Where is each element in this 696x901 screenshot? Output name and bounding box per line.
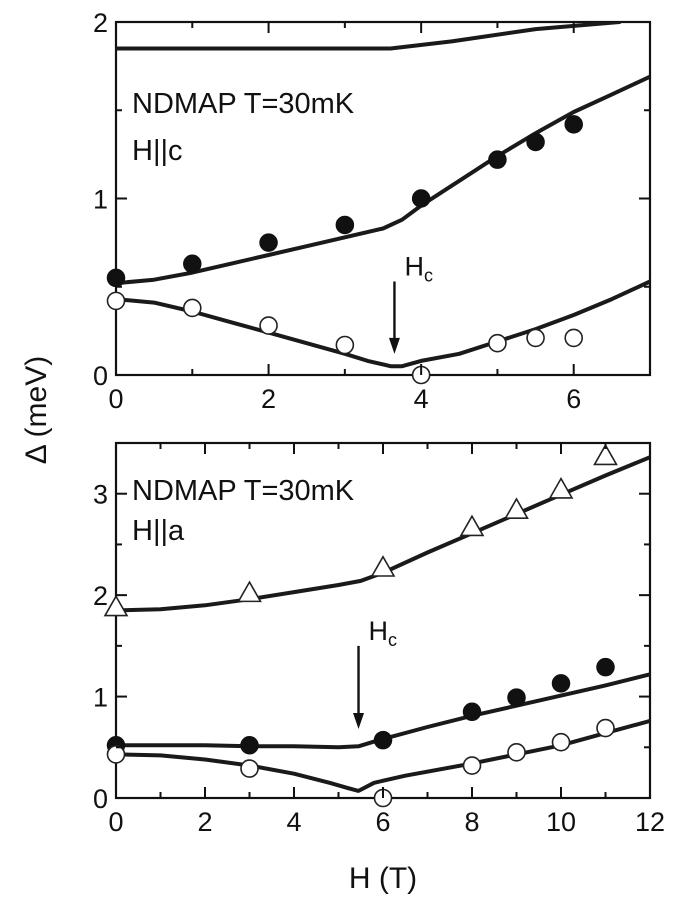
ticks-bottom: [115, 443, 651, 799]
hc-label-sub-top: c: [424, 265, 433, 285]
open-circle-point: [507, 743, 526, 762]
open-circle-point: [335, 335, 355, 355]
x-tick-label: 0: [108, 807, 123, 837]
filled-circle-point: [488, 150, 507, 169]
filled-circle-point: [183, 254, 202, 274]
filled-circle-point: [596, 657, 615, 677]
fit-curve-3: [116, 279, 650, 369]
open-circle-point: [551, 732, 571, 752]
hc-arrow-head-bottom: [353, 713, 365, 730]
fit-curves-top: [116, 22, 650, 369]
open-circle-point: [182, 298, 202, 318]
y-tick-label: 0: [93, 361, 108, 391]
open-circle-point: [106, 745, 126, 764]
x-tick-label: 12: [635, 807, 665, 837]
y-tick-labels-bottom: 0 1 2 3: [93, 480, 108, 814]
annotation-line2-bottom: H||a: [132, 515, 185, 547]
hc-label-sub-bottom: c: [388, 630, 397, 650]
y-axis-label: Δ (meV): [20, 356, 53, 464]
x-tick-label: 6: [375, 807, 390, 837]
filled-circle-point: [106, 268, 126, 288]
x-tick-label: 6: [566, 384, 581, 414]
hc-arrow-head-top: [388, 337, 400, 354]
x-tick-label: 8: [464, 807, 479, 837]
annotation-line2-top: H||c: [132, 135, 183, 167]
x-tick-label: 2: [197, 807, 212, 837]
fit-curve-2: [116, 74, 650, 286]
fit-curve-3: [116, 718, 650, 793]
filled-circle-point: [507, 688, 526, 707]
filled-circle-point: [564, 115, 583, 134]
filled-circle-point: [335, 215, 355, 235]
fit-curve-1: [116, 22, 622, 51]
x-tick-label: 4: [286, 807, 301, 837]
open-circle-point: [526, 328, 545, 348]
filled-circle-point: [526, 132, 545, 152]
hc-label-main-bottom: H: [369, 616, 389, 646]
open-triangle-point: [459, 514, 485, 537]
open-triangle-point: [237, 580, 262, 603]
open-triangle-point: [504, 497, 529, 519]
x-tick-label: 2: [261, 384, 276, 414]
hc-label-top: Hc: [404, 251, 433, 285]
y-tick-label: 1: [93, 683, 108, 713]
data-points-top: [106, 115, 584, 385]
hc-label-bottom: Hc: [369, 616, 398, 650]
data-points-bottom: [103, 443, 618, 808]
x-tick-label: 0: [108, 384, 123, 414]
open-circle-point: [596, 718, 615, 738]
x-tick-labels-bottom: 0 2 4 6 8 10 12: [108, 807, 665, 837]
annotation-line1-top: NDMAP T=30mK: [132, 88, 355, 120]
x-tick-label: 4: [414, 384, 429, 414]
open-circle-point: [462, 756, 482, 775]
y-tick-label: 2: [93, 581, 108, 611]
filled-circle-point: [462, 702, 482, 722]
open-circle-point: [106, 291, 126, 311]
open-triangle-point: [370, 555, 396, 577]
hc-marker-bottom: Hc: [353, 616, 398, 730]
y-tick-label: 3: [93, 480, 108, 510]
open-triangle-point: [103, 594, 129, 617]
y-tick-label: 1: [93, 185, 108, 215]
y-tick-labels-top: 0 1 2: [93, 8, 108, 391]
open-circle-point: [259, 316, 278, 335]
filled-circle-point: [259, 233, 278, 252]
ticks-top: [115, 21, 650, 376]
x-tick-labels-top: 0 2 4 6: [108, 384, 581, 414]
open-circle-point: [488, 333, 507, 353]
x-tick-label: 10: [546, 807, 576, 837]
open-circle-point: [240, 759, 259, 778]
filled-circle-point: [551, 674, 571, 693]
y-tick-label: 2: [93, 8, 108, 38]
open-circle-point: [564, 328, 584, 348]
annotation-line1-bottom: NDMAP T=30mK: [132, 475, 355, 507]
filled-circle-point: [373, 730, 393, 750]
open-triangle-point: [593, 443, 618, 466]
hc-label-main-top: H: [404, 251, 424, 281]
hc-marker-top: Hc: [388, 251, 433, 354]
panel-top: 0 2 4 6 0 1 2 NDMAP T=30mK H||c Hc: [93, 8, 652, 414]
fit-curve-2: [116, 672, 650, 750]
filled-circle-point: [240, 736, 259, 755]
x-axis-label: H (T): [349, 862, 417, 895]
plot-frame-top: [114, 20, 652, 377]
filled-circle-point: [411, 189, 431, 208]
y-tick-label: 0: [93, 784, 108, 814]
open-triangle-point: [548, 477, 574, 499]
